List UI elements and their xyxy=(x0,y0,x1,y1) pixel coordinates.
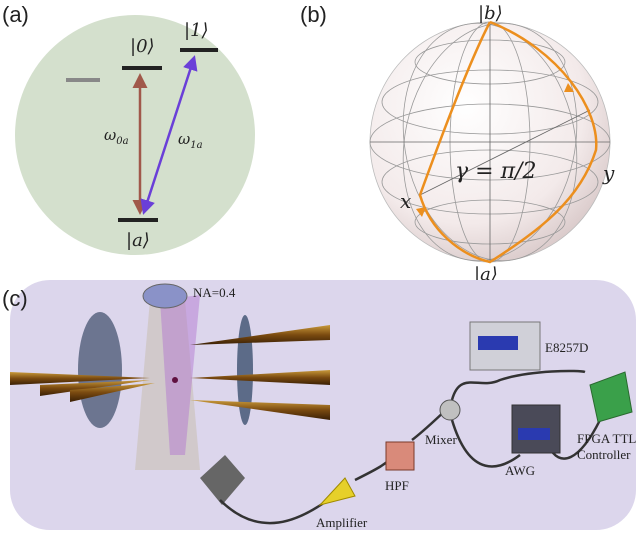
subscript: 0a xyxy=(116,136,128,147)
panel-label: (c) xyxy=(2,286,28,311)
filter-icon xyxy=(386,442,414,470)
component-label: Mixer xyxy=(425,432,457,447)
symbol: ω xyxy=(178,130,190,148)
component-label: NA=0.4 xyxy=(193,285,236,300)
panel-label: (b) xyxy=(300,2,327,27)
panel-label: (a) xyxy=(2,2,29,27)
ket-label: |a⟩ xyxy=(126,230,150,251)
angle-label: γ = π/2 xyxy=(455,159,536,184)
symbol: ω xyxy=(104,126,116,144)
component-label: FPGA TTL xyxy=(577,431,636,446)
component-label: Amplifier xyxy=(316,515,368,530)
figure: (a) |0⟩ |1⟩ |a⟩ ω0a ω1a (b) |b⟩ |a⟩ γ = … xyxy=(0,0,641,535)
ket-label: |1⟩ xyxy=(184,20,209,41)
component-label: Controller xyxy=(577,447,631,462)
axis-label: y xyxy=(602,161,615,185)
component-label: AWG xyxy=(505,463,535,478)
component-label: E8257D xyxy=(545,340,588,355)
screen xyxy=(518,428,550,440)
mixer-icon xyxy=(440,400,460,420)
bloch-sphere xyxy=(370,7,610,277)
axis-label: x xyxy=(400,189,411,213)
screen xyxy=(478,336,518,350)
ket-label: |b⟩ xyxy=(478,3,503,24)
component-label: HPF xyxy=(385,478,409,493)
subscript: 1a xyxy=(190,140,202,151)
ket-label: |0⟩ xyxy=(130,36,155,57)
